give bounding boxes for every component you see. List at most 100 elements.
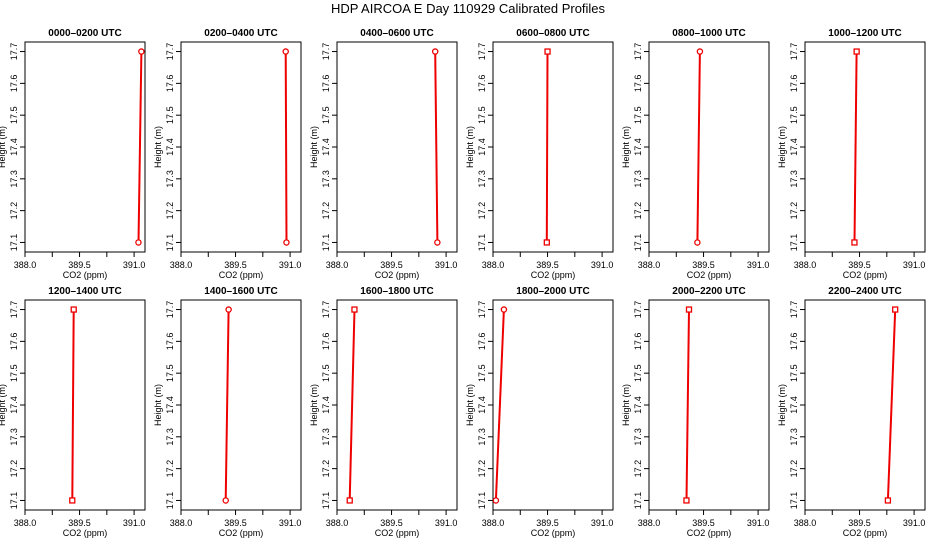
y-tick-label: 17.2 (165, 202, 175, 220)
y-tick-label: 17.1 (165, 492, 175, 510)
y-axis-label: Height (m) (777, 384, 787, 426)
panel: 1800–2000 UTC 388.0 389.5 391.0 17.1 17.2 17.3… (465, 286, 614, 538)
y-tick-label: 17.5 (633, 106, 643, 124)
data-point-marker (434, 239, 441, 246)
y-tick-label: 17.6 (789, 75, 799, 93)
profile-line (224, 309, 230, 501)
data-point-marker (694, 239, 701, 246)
y-tick-label: 17.2 (321, 202, 331, 220)
panel-title: 1400–1600 UTC (204, 286, 277, 297)
y-axis-label: Height (m) (0, 384, 7, 426)
y-tick-label: 17.7 (321, 301, 331, 319)
y-axis-label: Height (m) (153, 384, 163, 426)
y-tick-label: 17.3 (633, 170, 643, 188)
y-tick-label: 17.6 (477, 75, 487, 93)
y-tick-label: 17.4 (477, 396, 487, 414)
x-tick-label: 389.5 (380, 260, 403, 270)
x-tick-label: 391.0 (123, 260, 146, 270)
profile-line (886, 309, 897, 501)
profile-line (284, 51, 288, 243)
y-tick-label: 17.3 (165, 428, 175, 446)
panel-title: 1600–1800 UTC (360, 286, 433, 297)
x-axis-label: CO2 (ppm) (531, 528, 576, 538)
x-tick-label: 388.0 (170, 260, 193, 270)
y-tick-label: 17.2 (477, 460, 487, 478)
profile-line (434, 51, 439, 243)
data-point-marker (283, 239, 290, 246)
y-tick-label: 17.2 (321, 460, 331, 478)
x-tick-label: 388.0 (326, 260, 349, 270)
profile-line (545, 51, 549, 243)
x-tick-label: 391.0 (903, 518, 926, 528)
y-axis-label: Height (m) (621, 126, 631, 168)
profile-line (137, 51, 143, 243)
x-tick-label: 389.5 (224, 518, 247, 528)
y-tick-label: 17.7 (477, 301, 487, 319)
y-axis-label: Height (m) (777, 126, 787, 168)
plot-frame (804, 299, 926, 511)
data-point-marker (884, 497, 892, 504)
x-tick-label: 388.0 (794, 518, 817, 528)
panel-title: 1200–1400 UTC (48, 286, 121, 297)
x-tick-label: 391.0 (591, 518, 614, 528)
panel: 1400–1600 UTC 388.0 389.5 391.0 17.1 17.2 17.3… (153, 286, 302, 538)
data-point-marker (225, 306, 232, 313)
y-tick-label: 17.1 (633, 234, 643, 252)
y-tick-label: 17.3 (477, 170, 487, 188)
y-tick-label: 17.5 (789, 106, 799, 124)
y-tick-label: 17.7 (165, 43, 175, 61)
y-tick-label: 17.5 (321, 364, 331, 382)
plot-frame (336, 299, 458, 511)
y-tick-label: 17.5 (321, 106, 331, 124)
x-tick-label: 389.5 (224, 260, 247, 270)
y-tick-label: 17.4 (165, 396, 175, 414)
x-tick-label: 389.5 (68, 260, 91, 270)
panel-title: 0200–0400 UTC (204, 28, 277, 39)
y-tick-label: 17.4 (633, 396, 643, 414)
y-tick-label: 17.1 (165, 234, 175, 252)
profile-line (685, 309, 690, 501)
x-tick-label: 388.0 (170, 518, 193, 528)
y-axis-label: Height (m) (153, 126, 163, 168)
panel: 1200–1400 UTC 388.0 389.5 391.0 17.1 17.2 17.3… (0, 286, 146, 538)
data-point-marker (135, 239, 142, 246)
y-tick-label: 17.7 (477, 43, 487, 61)
y-tick-label: 17.5 (165, 364, 175, 382)
plot-frame (180, 299, 302, 511)
y-tick-label: 17.4 (789, 396, 799, 414)
panel: 1000–1200 UTC 388.0 389.5 391.0 17.1 17.2 17.3… (777, 28, 926, 280)
y-tick-label: 17.5 (789, 364, 799, 382)
x-tick-label: 388.0 (14, 260, 37, 270)
profile-line (71, 309, 75, 501)
y-tick-label: 17.3 (321, 428, 331, 446)
panel-title: 0400–0600 UTC (360, 28, 433, 39)
panel: 1600–1800 UTC 388.0 389.5 391.0 17.1 17.2 17.3… (309, 286, 458, 538)
y-tick-label: 17.6 (321, 75, 331, 93)
x-tick-label: 391.0 (747, 260, 770, 270)
y-tick-label: 17.1 (477, 492, 487, 510)
data-point-marker (500, 306, 508, 313)
x-tick-label: 391.0 (903, 260, 926, 270)
y-axis-label: Height (m) (309, 126, 319, 168)
y-tick-label: 17.3 (9, 170, 19, 188)
x-tick-label: 389.5 (848, 518, 871, 528)
y-tick-label: 17.6 (789, 333, 799, 351)
y-tick-label: 17.1 (789, 492, 799, 510)
plot-frame (24, 41, 146, 253)
y-tick-label: 17.7 (165, 301, 175, 319)
x-tick-label: 389.5 (692, 260, 715, 270)
x-tick-label: 389.5 (536, 518, 559, 528)
y-tick-label: 17.3 (789, 170, 799, 188)
y-tick-label: 17.6 (477, 333, 487, 351)
data-point-marker (138, 48, 145, 55)
y-tick-label: 17.6 (165, 75, 175, 93)
data-point-marker (851, 239, 858, 246)
y-tick-label: 17.3 (789, 428, 799, 446)
x-axis-label: CO2 (ppm) (843, 270, 888, 280)
x-axis-label: CO2 (ppm) (63, 270, 108, 280)
x-tick-label: 391.0 (435, 518, 458, 528)
panel: 0200–0400 UTC 388.0 389.5 391.0 17.1 17.2 17.3… (153, 28, 302, 280)
y-tick-label: 17.6 (633, 75, 643, 93)
data-point-marker (431, 48, 439, 55)
